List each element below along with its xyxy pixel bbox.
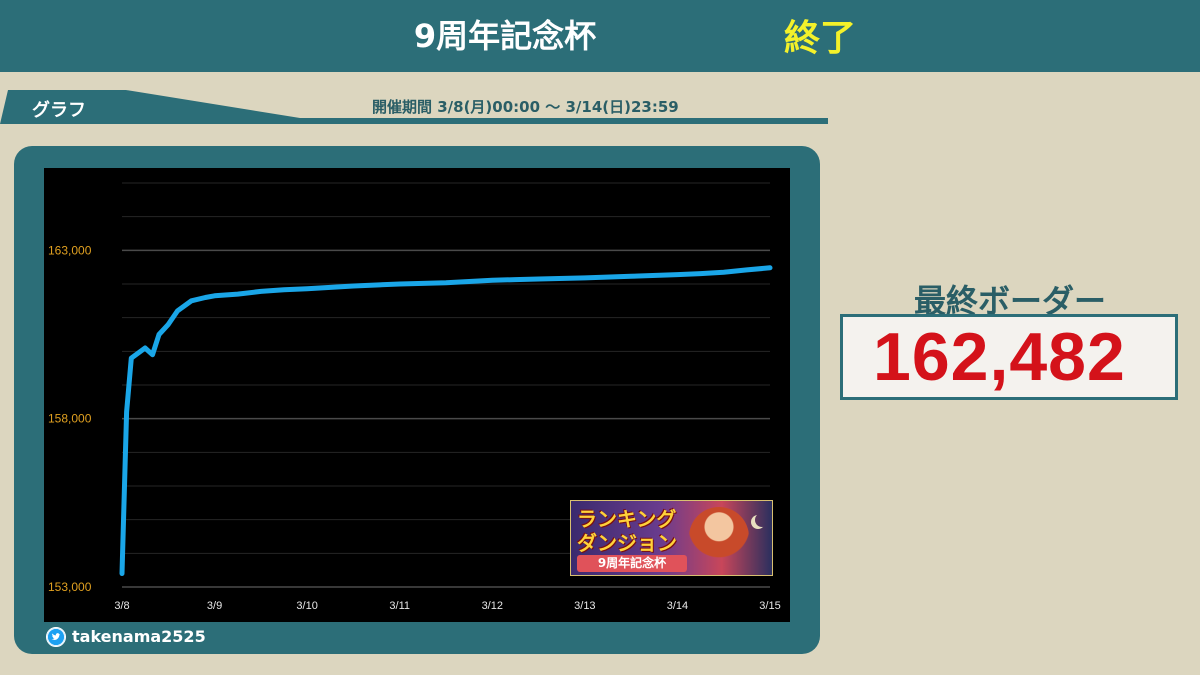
final-border-label: 最終ボーダー: [913, 282, 1106, 320]
section-header: グラフ 開催期間 3/8(月)00:00 〜 3/14(日)23:59: [0, 88, 830, 128]
banner-subtitle: 9周年記念杯: [577, 555, 687, 572]
final-border-box: 162,482: [840, 314, 1178, 400]
twitter-icon: [46, 627, 66, 647]
page-title: 9周年記念杯: [413, 17, 597, 55]
x-tick-label: 3/11: [389, 600, 410, 612]
x-tick-label: 3/15: [759, 600, 780, 612]
event-period: 開催期間 3/8(月)00:00 〜 3/14(日)23:59: [372, 98, 679, 116]
status-badge: 終了: [784, 18, 857, 59]
moon-icon: [755, 513, 769, 527]
x-tick-label: 3/9: [207, 600, 222, 612]
x-tick-label: 3/10: [296, 600, 317, 612]
y-tick-label: 153,000: [48, 580, 92, 594]
series-line: [119, 265, 773, 576]
x-tick-label: 3/14: [667, 600, 688, 612]
header-bar: 9周年記念杯 終了: [0, 0, 1200, 72]
character-illustration: [689, 507, 749, 573]
twitter-handle: takenama2525: [72, 627, 206, 646]
section-label: グラフ: [32, 100, 86, 121]
y-tick-label: 158,000: [48, 412, 92, 426]
line-chart: 153,000 158,000 163,000 3/8 3/9 3/10 3/11 3/12 3…: [48, 182, 781, 612]
final-border-value: 162,482: [873, 319, 1126, 395]
x-tick-label: 3/8: [114, 600, 129, 612]
banner-title-line2: ダンジョン: [577, 531, 677, 555]
x-tick-label: 3/12: [482, 600, 503, 612]
x-tick-label: 3/13: [574, 600, 595, 612]
banner-title-line1: ランキング: [577, 507, 677, 531]
section-tab-shape: [0, 90, 828, 124]
event-banner-image: ランキング ダンジョン 9周年記念杯: [570, 500, 773, 576]
y-tick-label: 163,000: [48, 243, 92, 257]
